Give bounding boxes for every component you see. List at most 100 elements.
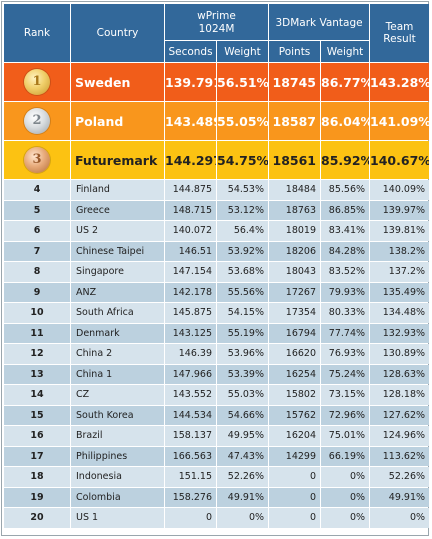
- points-cell: 0: [269, 467, 321, 487]
- team-result-cell: 138.2%: [370, 241, 430, 261]
- gold-medal-icon: 1: [24, 69, 50, 95]
- points-cell: 16254: [269, 364, 321, 384]
- country-cell: Finland: [71, 180, 164, 200]
- vantage-weight-cell: 84.28%: [321, 241, 370, 261]
- vantage-weight-cell: 80.33%: [321, 303, 370, 323]
- team-result-cell: 128.63%: [370, 364, 430, 384]
- team-result-cell: 124.96%: [370, 426, 430, 446]
- wprime-weight-cell: 49.91%: [217, 487, 269, 507]
- country-cell: CZ: [71, 385, 164, 405]
- rank-cell: 12: [4, 344, 70, 364]
- seconds-cell: 0: [165, 508, 216, 528]
- wprime-weight-cell: 53.39%: [217, 364, 269, 384]
- vantage-weight-cell: 77.74%: [321, 323, 370, 343]
- country-cell: South Africa: [71, 303, 164, 323]
- rank-cell: 10: [4, 303, 70, 323]
- rank-cell: 4: [4, 180, 70, 200]
- rank-cell: 15: [4, 405, 70, 425]
- team-result-cell: 52.26%: [370, 467, 430, 487]
- rank-cell: 8: [4, 262, 70, 282]
- team-result-cell: 130.89%: [370, 344, 430, 364]
- seconds-cell: 146.51: [165, 241, 216, 261]
- vantage-weight-cell: 85.92%: [321, 141, 370, 179]
- vantage-weight-cell: 0%: [321, 487, 370, 507]
- country-header: Country: [71, 4, 164, 62]
- table-row: 5 Greece 148.715 53.12% 18763 86.85% 139.97%: [4, 200, 430, 220]
- points-header: Points: [269, 41, 321, 62]
- medal-number: 2: [32, 113, 42, 128]
- vantage-weight-cell: 79.93%: [321, 282, 370, 302]
- wprime-header: wPrime 1024M: [165, 4, 269, 40]
- team-result-header-line1: Team: [385, 21, 414, 33]
- vantage-weight-cell: 86.04%: [321, 102, 370, 140]
- table-row: 13 China 1 147.966 53.39% 16254 75.24% 128.63%: [4, 364, 430, 384]
- table-row: 7 Chinese Taipei 146.51 53.92% 18206 84.28% 13…: [4, 241, 430, 261]
- seconds-cell: 142.178: [165, 282, 216, 302]
- team-result-cell: 135.49%: [370, 282, 430, 302]
- vantage-weight-cell: 0%: [321, 467, 370, 487]
- rank-cell: 11: [4, 323, 70, 343]
- wprime-weight-cell: 56.51%: [217, 63, 269, 101]
- vantage-weight-cell: 66.19%: [321, 446, 370, 466]
- seconds-cell: 147.154: [165, 262, 216, 282]
- rank-cell: 13: [4, 364, 70, 384]
- points-cell: 0: [269, 487, 321, 507]
- country-cell: South Korea: [71, 405, 164, 425]
- country-cell: Sweden: [71, 63, 164, 101]
- table-row: 6 US 2 140.072 56.4% 18019 83.41% 139.81%: [4, 221, 430, 241]
- rank-cell: 17: [4, 446, 70, 466]
- points-cell: 18561: [269, 141, 321, 179]
- table-row: 9 ANZ 142.178 55.56% 17267 79.93% 135.49%: [4, 282, 430, 302]
- points-cell: 17354: [269, 303, 321, 323]
- rank-cell: 6: [4, 221, 70, 241]
- points-cell: 16794: [269, 323, 321, 343]
- team-result-cell: 127.62%: [370, 405, 430, 425]
- wprime-weight-cell: 53.12%: [217, 200, 269, 220]
- country-cell: US 1: [71, 508, 164, 528]
- rank-header: Rank: [4, 4, 70, 62]
- seconds-cell: 145.875: [165, 303, 216, 323]
- wprime-weight-cell: 54.53%: [217, 180, 269, 200]
- rank-cell: 16: [4, 426, 70, 446]
- seconds-header: Seconds: [165, 41, 216, 62]
- team-result-cell: 137.2%: [370, 262, 430, 282]
- podium-row-bronze: 3 Futuremark 144.297 54.75% 18561 85.92%…: [4, 141, 430, 179]
- seconds-cell: 139.791: [165, 63, 216, 101]
- wprime-weight-header: Weight: [217, 41, 269, 62]
- team-result-cell: 139.97%: [370, 200, 430, 220]
- table-row: 18 Indonesia 151.15 52.26% 0 0% 52.26%: [4, 467, 430, 487]
- seconds-cell: 148.715: [165, 200, 216, 220]
- table-row: 11 Denmark 143.125 55.19% 16794 77.74% 132.93%: [4, 323, 430, 343]
- table-row: 12 China 2 146.39 53.96% 16620 76.93% 130.89%: [4, 344, 430, 364]
- rank-cell: 9: [4, 282, 70, 302]
- wprime-weight-cell: 54.66%: [217, 405, 269, 425]
- country-cell: Singapore: [71, 262, 164, 282]
- podium-row-gold: 1 Sweden 139.791 56.51% 18745 86.77% 143…: [4, 63, 430, 101]
- team-result-cell: 0%: [370, 508, 430, 528]
- medal-number: 3: [32, 152, 42, 167]
- points-cell: 0: [269, 508, 321, 528]
- country-cell: China 2: [71, 344, 164, 364]
- team-result-cell: 49.91%: [370, 487, 430, 507]
- wprime-weight-cell: 49.95%: [217, 426, 269, 446]
- seconds-cell: 144.534: [165, 405, 216, 425]
- points-cell: 18043: [269, 262, 321, 282]
- bronze-medal-icon: 3: [24, 147, 50, 173]
- team-result-header-line2: Result: [383, 33, 416, 45]
- seconds-cell: 146.39: [165, 344, 216, 364]
- points-cell: 15762: [269, 405, 321, 425]
- rank-cell: 3: [4, 141, 70, 179]
- wprime-weight-cell: 0%: [217, 508, 269, 528]
- table-row: 4 Finland 144.875 54.53% 18484 85.56% 140.09%: [4, 180, 430, 200]
- team-result-cell: 140.67%: [370, 141, 430, 179]
- vantage-header: 3DMark Vantage: [269, 4, 370, 40]
- points-cell: 18587: [269, 102, 321, 140]
- podium-row-silver: 2 Poland 143.489 55.05% 18587 86.04% 141…: [4, 102, 430, 140]
- rank-cell: 14: [4, 385, 70, 405]
- country-cell: Greece: [71, 200, 164, 220]
- seconds-cell: 147.966: [165, 364, 216, 384]
- wprime-weight-cell: 55.56%: [217, 282, 269, 302]
- wprime-weight-cell: 55.03%: [217, 385, 269, 405]
- seconds-cell: 143.489: [165, 102, 216, 140]
